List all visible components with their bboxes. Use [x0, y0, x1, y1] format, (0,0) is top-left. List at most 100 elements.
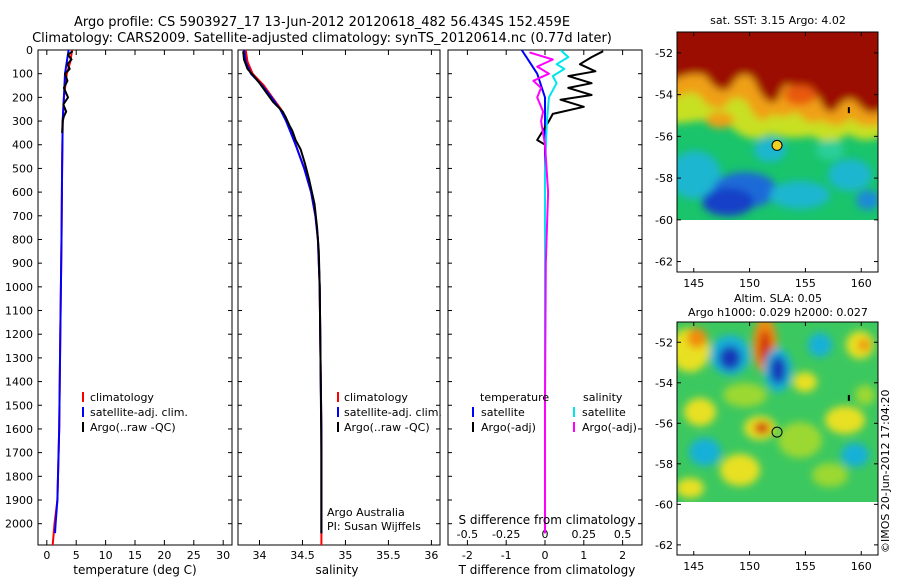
legend-label-argo: Argo(..raw -QC)	[344, 421, 430, 434]
depth-tick-label: 600	[12, 186, 33, 199]
depth-tick-label: 1500	[5, 399, 33, 412]
legend-label-s-argo: Argo(-adj)	[582, 421, 637, 434]
legend-label-climatology: climatology	[344, 391, 408, 404]
legend-label-satellite: satellite-adj. clim.	[90, 406, 188, 419]
depth-tick-label: 1600	[5, 423, 33, 436]
series-line-s-argo-adj-	[529, 51, 554, 534]
map-y-tick-label: -62	[655, 256, 673, 269]
map-y-tick-label: -54	[655, 377, 673, 390]
x-tick-label: 35.5	[376, 549, 401, 562]
x-tick-label: 25	[187, 549, 201, 562]
map-y-tick-label: -52	[655, 336, 673, 349]
map-y-tick-label: -58	[655, 458, 673, 471]
imos-watermark: ©IMOS 20-Jun-2012 17:04:20	[879, 389, 892, 553]
s-tick-label: 0.5	[614, 528, 632, 541]
depth-tick-label: 100	[12, 68, 33, 81]
salinity-lines	[242, 50, 323, 545]
legend-swatch-argo	[337, 422, 339, 432]
x-tick-label: -1	[501, 549, 512, 562]
depth-tick-label: 0	[26, 44, 33, 57]
legend-swatch-argo	[82, 422, 84, 432]
sst-field	[677, 32, 878, 220]
sst-map-title: sat. SST: 3.15 Argo: 4.02	[710, 14, 846, 27]
sst-map: sat. SST: 3.15 Argo: 4.02 145 150 155 1	[655, 14, 879, 290]
depth-tick-label: 800	[12, 233, 33, 246]
depth-tick-label: 1400	[5, 376, 33, 389]
x-tick-label: 10	[99, 549, 113, 562]
series-line-argo-raw-qc-	[61, 50, 74, 133]
legend-header-temperature: temperature	[480, 391, 549, 404]
depth-tick-label: 2000	[5, 518, 33, 531]
salinity-xlabel: salinity	[315, 563, 358, 577]
legend-header-salinity: salinity	[583, 391, 623, 404]
legend-swatch-climatology	[337, 392, 339, 402]
depth-tick-label: 1300	[5, 352, 33, 365]
map-x-tick-label: 150	[739, 560, 760, 573]
depth-tick-label: 1800	[5, 470, 33, 483]
x-tick-label: 34	[252, 549, 266, 562]
legend-label-t-argo: Argo(-adj)	[481, 421, 536, 434]
legend-label-satellite: satellite-adj. clim.	[344, 406, 442, 419]
x-tick-label: 0	[43, 549, 50, 562]
legend-swatch-climatology	[82, 392, 84, 402]
map-y-tick-label: -56	[655, 130, 673, 143]
difference-xlabel-top: S difference from climatology	[459, 513, 636, 527]
salinity-legend: climatology satellite-adj. clim. Argo(..…	[337, 391, 442, 434]
s-tick-label: -0.25	[492, 528, 520, 541]
series-line-satellite-adj-clim-	[54, 50, 70, 534]
s-tick-label: -0.5	[457, 528, 478, 541]
depth-tick-label: 500	[12, 162, 33, 175]
map-y-tick-label: -54	[655, 89, 673, 102]
x-tick-label: 0	[542, 549, 549, 562]
depth-tick-label: 1200	[5, 328, 33, 341]
salinity-panel: 34 34.5 35 35.5 36 salinity climatology sate…	[237, 49, 442, 577]
map-y-tick-label: -56	[655, 417, 673, 430]
series-line-t-argo-adj-	[536, 50, 604, 146]
x-tick-label: -2	[462, 549, 473, 562]
temperature-panel: 0 5 10 15 20 25 30 temperature (deg C) climato…	[37, 49, 233, 577]
sla-field	[677, 322, 878, 502]
difference-lines	[520, 50, 604, 534]
legend-swatch-t-argo	[472, 422, 474, 432]
map-y-tick-label: -60	[655, 214, 673, 227]
depth-tick-label: 1700	[5, 447, 33, 460]
argo-position-marker	[771, 426, 783, 438]
map-y-tick-label: -62	[655, 539, 673, 552]
x-tick-label: 1	[580, 549, 587, 562]
legend-label-argo: Argo(..raw -QC)	[90, 421, 176, 434]
sst-map-ticks: 145 150 155 160 -52 -54 -56 -58 -60 -62	[655, 32, 878, 290]
legend-swatch-s-satellite	[573, 407, 575, 417]
s-tick-label: 0.25	[572, 528, 597, 541]
temperature-lines	[51, 50, 74, 545]
difference-xlabel: T difference from climatology	[458, 563, 636, 577]
legend-swatch-satellite	[82, 407, 84, 417]
temperature-legend: climatology satellite-adj. clim. Argo(..…	[82, 391, 188, 434]
x-tick-label: 20	[157, 549, 171, 562]
depth-tick-label: 700	[12, 210, 33, 223]
title-line-1: Argo profile: CS 5903927_17 13-Jun-2012 …	[74, 15, 570, 30]
sla-map-title-line-2: Argo h1000: 0.029 h2000: 0.027	[688, 306, 868, 319]
x-tick-label: 2	[619, 549, 626, 562]
depth-tick-label: 900	[12, 257, 33, 270]
sla-map: Altim. SLA: 0.05 Argo h1000: 0.029 h2000…	[655, 292, 879, 573]
map-y-tick-label: -58	[655, 172, 673, 185]
difference-panel: -2 -1 0 1 2 -0.5 -0.25 0 0.25 0.5 T difference fr…	[447, 49, 643, 577]
temperature-xlabel: temperature (deg C)	[73, 563, 196, 577]
difference-ticks: -2 -1 0 1 2 -0.5 -0.25 0 0.25 0.5	[448, 49, 642, 562]
salinity-ticks: 34 34.5 35 35.5 36	[238, 49, 440, 562]
map-x-tick-label: 155	[795, 560, 816, 573]
map-x-tick-label: 155	[795, 277, 816, 290]
series-line-argo-raw-qc-	[242, 51, 323, 534]
map-x-tick-label: 145	[683, 277, 704, 290]
map-x-tick-label: 150	[739, 277, 760, 290]
depth-tick-label: 1900	[5, 494, 33, 507]
x-tick-label: 36	[424, 549, 438, 562]
legend-swatch-s-argo	[573, 422, 575, 432]
depth-tick-label: 300	[12, 115, 33, 128]
argo-position-marker	[771, 139, 783, 151]
legend-label-t-satellite: satellite	[481, 406, 525, 419]
depth-tick-label: 400	[12, 139, 33, 152]
legend-swatch-satellite	[337, 407, 339, 417]
credit-line-2: PI: Susan Wijffels	[327, 520, 421, 533]
